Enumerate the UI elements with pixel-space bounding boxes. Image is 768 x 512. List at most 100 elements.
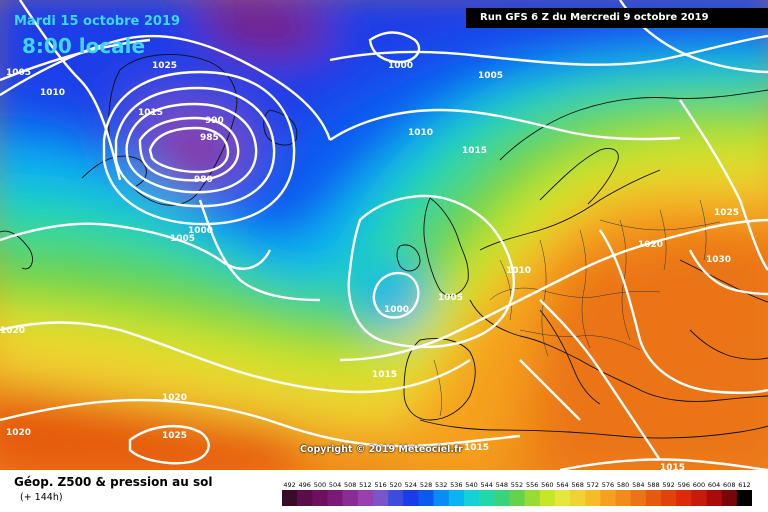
scale-tick-label: 544: [480, 481, 492, 489]
scale-tick-label: 608: [723, 481, 735, 489]
scale-tick-label: 600: [693, 481, 705, 489]
scale-tick-label: 568: [571, 481, 583, 489]
isobar-label: 1015: [462, 146, 487, 156]
scale-tick-label: 548: [496, 481, 508, 489]
isobar-label: 1030: [706, 255, 731, 265]
scale-swatch: [630, 490, 647, 506]
scale-swatch: [676, 490, 692, 506]
isobar-label: 1000: [388, 61, 413, 71]
z500-color-scale: 492 496 500 504 508 512 516 520 524 528 532 536 540 5…: [282, 481, 752, 506]
scale-swatch: [691, 490, 707, 506]
isobar-label: 1020: [162, 393, 187, 403]
scale-tick-label: 584: [632, 481, 644, 489]
isobar-label: 1015: [660, 463, 685, 470]
scale-tick-label: 512: [359, 481, 371, 489]
isobar-label: 1025: [162, 431, 187, 441]
scale-swatch: [327, 490, 343, 506]
scale-swatch: [403, 490, 419, 506]
scale-tick-label: 564: [556, 481, 568, 489]
isobar-label: 1010: [40, 88, 65, 98]
scale-swatch: [736, 490, 752, 506]
isobar-label: 985: [200, 133, 219, 143]
isobar-label: 990: [205, 116, 224, 126]
scale-swatch: [357, 490, 374, 506]
scale-swatch: [494, 490, 510, 506]
scale-swatch: [661, 490, 677, 506]
scale-tick-label: 528: [420, 481, 432, 489]
scale-tick-label: 576: [602, 481, 614, 489]
scale-tick-label: 492: [283, 481, 295, 489]
isobar-label: 1025: [714, 208, 739, 218]
isobar-label: 1005: [438, 293, 463, 303]
scale-tick-label: 516: [374, 481, 386, 489]
scale-swatch: [539, 490, 556, 506]
isobar-label: 980: [194, 175, 213, 185]
scale-swatch: [388, 490, 404, 506]
scale-tick-label: 520: [389, 481, 401, 489]
scale-tick-label: 552: [511, 481, 523, 489]
scale-swatch: [433, 490, 450, 506]
scale-tick-label: 560: [541, 481, 553, 489]
scale-swatch: [297, 490, 313, 506]
isobars: [0, 0, 768, 470]
isobar-label: 1010: [408, 128, 433, 138]
isobar-label: 1015: [464, 443, 489, 453]
scale-swatch: [479, 490, 495, 506]
scale-tick-label: 572: [587, 481, 599, 489]
scale-tick-label: 596: [678, 481, 690, 489]
scale-swatch: [615, 490, 632, 506]
scale-swatch: [282, 490, 298, 506]
scale-tick-label: 508: [344, 481, 356, 489]
scale-tick-label: 500: [314, 481, 326, 489]
country-borders: [433, 199, 721, 417]
forecast-date: Mardi 15 octobre 2019: [14, 14, 181, 29]
scale-tick-label: 504: [329, 481, 341, 489]
isobar-label: 1020: [638, 240, 663, 250]
scale-swatch: [721, 490, 738, 506]
scale-swatch: [463, 490, 480, 506]
isobar-label: 1010: [506, 266, 531, 276]
scale-swatch: [509, 490, 525, 506]
isobar-label: 1005: [478, 71, 503, 81]
scale-tick-label: 588: [647, 481, 659, 489]
scale-swatch: [372, 490, 389, 506]
scale-swatch: [645, 490, 662, 506]
scale-swatch: [706, 490, 722, 506]
scale-tick-label: 604: [708, 481, 720, 489]
copyright-notice: Copyright © 2019 Meteociel.fr: [300, 444, 463, 455]
isobar-label: 1015: [372, 370, 397, 380]
scale-swatch: [570, 490, 586, 506]
forecast-time: 8:00 locale: [22, 34, 146, 58]
isobar-label: 1015: [138, 108, 163, 118]
forecast-range: (+ 144h): [20, 492, 63, 503]
scale-tick-label: 612: [738, 481, 750, 489]
scale-tick-label: 496: [299, 481, 311, 489]
scale-tick-label: 556: [526, 481, 538, 489]
scale-swatch: [448, 490, 465, 506]
scale-tick-label: 532: [435, 481, 447, 489]
isobar-label: 1000: [188, 226, 213, 236]
isobar-label: 1010: [506, 266, 531, 276]
isobar-label: 1025: [152, 61, 177, 71]
scale-swatch: [554, 490, 571, 506]
legend-panel: Géop. Z500 & pression au sol (+ 144h) 49…: [0, 470, 768, 512]
scale-swatch: [418, 490, 434, 506]
isobar-label: 1005: [170, 234, 195, 244]
isobar-label: 1020: [0, 326, 25, 336]
model-run-banner: Run GFS 6 Z du Mercredi 9 octobre 2019: [466, 8, 768, 28]
scale-tick-label: 580: [617, 481, 629, 489]
legend-title: Géop. Z500 & pression au sol: [14, 475, 213, 489]
scale-tick-label: 540: [465, 481, 477, 489]
scale-swatch: [585, 490, 601, 506]
scale-tick-label: 536: [450, 481, 462, 489]
isobar-label: 1005: [6, 68, 31, 78]
scale-swatch: [312, 490, 328, 506]
scale-swatch: [342, 490, 359, 506]
isobar-label: 1000: [384, 305, 409, 315]
scale-swatch: [600, 490, 616, 506]
geopotential-color-field: [0, 0, 768, 470]
scale-swatch: [524, 490, 541, 506]
